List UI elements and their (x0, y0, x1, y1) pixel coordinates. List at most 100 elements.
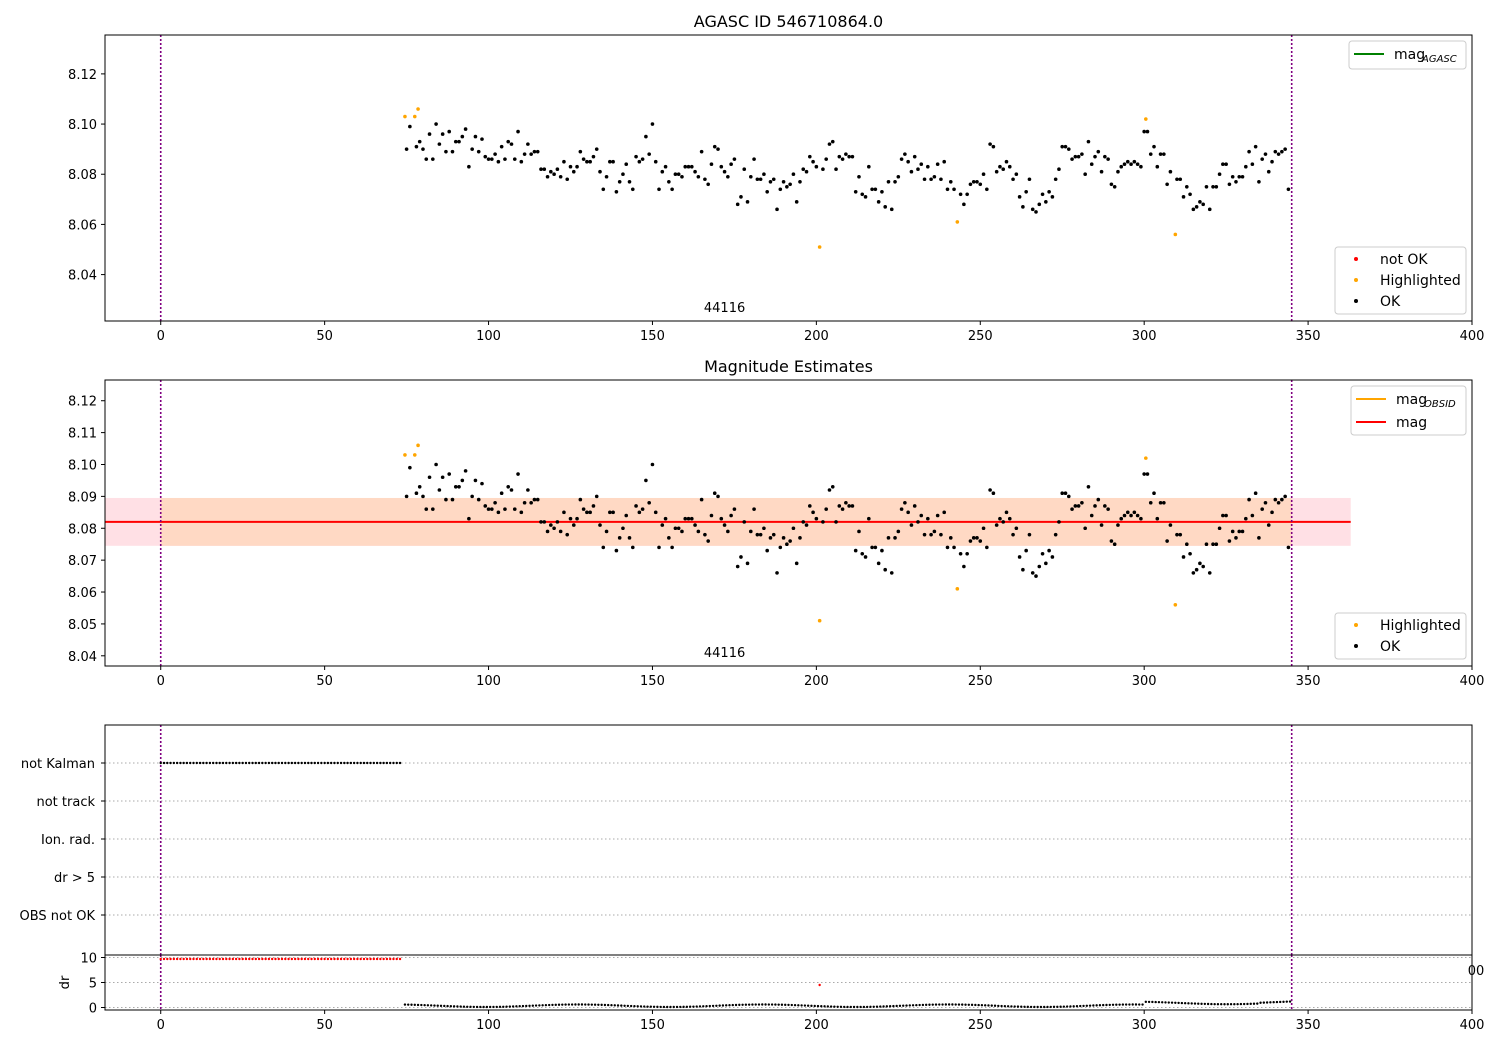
dr-not-ok-point (175, 957, 179, 961)
dr-ok-point (738, 1003, 741, 1007)
dr-ok-point (770, 1003, 774, 1006)
ok-point (1178, 532, 1183, 537)
dr-ok-point (882, 1005, 885, 1008)
agasc-magnitude-panel: AGASC ID 546710864.0 44116 0 50 100 150 200 250… (68, 12, 1484, 344)
ok-point (952, 545, 956, 550)
ok-point (1066, 147, 1071, 151)
dr-ok-point (1105, 1003, 1108, 1007)
legend-label-mag: mag (1396, 392, 1427, 408)
ok-point (503, 157, 507, 161)
dr-ok-point (570, 1003, 574, 1006)
ok-point (706, 539, 710, 543)
not-kalman-point (316, 761, 320, 765)
dr-not-ok-point (398, 957, 402, 961)
ok-point (588, 159, 592, 164)
ok-point (732, 507, 737, 511)
ok-point (1184, 542, 1189, 547)
ok-point (709, 513, 714, 518)
dr-ok-point (403, 1003, 407, 1006)
dr-not-ok-point (192, 957, 195, 961)
not-kalman-point (228, 761, 231, 765)
not-kalman-point (320, 761, 323, 765)
dr-ok-point (1190, 1002, 1193, 1005)
ok-point (1109, 182, 1114, 187)
dr-ok-point (554, 1003, 557, 1007)
ok-point (431, 157, 435, 161)
ok-point (575, 164, 579, 169)
ok-point (667, 179, 671, 184)
y-tick-label: 8.10 (68, 118, 97, 133)
dr-ok-point (725, 1004, 728, 1007)
ok-point (1230, 529, 1235, 534)
dr-ok-point (784, 1003, 787, 1007)
ok-point (821, 167, 825, 172)
ok-point (545, 174, 550, 179)
ok-point (1270, 510, 1274, 515)
dr-ok-point (449, 1005, 453, 1008)
ok-point (889, 571, 894, 575)
ok-point (991, 144, 996, 149)
not-kalman-point (172, 761, 176, 765)
ok-point (798, 179, 802, 184)
dr-not-ok-point (185, 957, 189, 961)
not-kalman-point (267, 761, 271, 765)
ok-point (1073, 154, 1078, 159)
dr-ok-point (1020, 1005, 1023, 1008)
dr-ok-point (547, 1003, 551, 1007)
ok-point (1119, 164, 1124, 169)
ok-point (830, 139, 835, 144)
ok-point (742, 167, 747, 172)
dr-ok-point (816, 1004, 820, 1008)
ok-point (1001, 167, 1006, 172)
not-kalman-point (349, 761, 353, 765)
ok-point (1152, 491, 1156, 495)
obsid-label: 44116 (704, 646, 745, 661)
x-tick-label: 350 (1296, 329, 1321, 344)
dr-not-ok-point (375, 957, 379, 961)
legend-top-box (1348, 40, 1467, 70)
ok-point (929, 532, 933, 537)
ok-point (876, 561, 881, 566)
ok-point (844, 152, 848, 156)
dr-ok-point (623, 1004, 626, 1007)
dr-ok-point (797, 1004, 800, 1007)
dr-ok-point (1062, 1005, 1066, 1008)
ok-point (788, 539, 792, 543)
ok-point (1266, 169, 1271, 174)
ok-point (886, 536, 891, 540)
dr-ok-point (1092, 1004, 1095, 1007)
not-kalman-point (379, 761, 382, 765)
ok-point (1145, 129, 1150, 134)
ok-point (1201, 202, 1205, 207)
dr-ok-point (1265, 1001, 1269, 1004)
ok-point (417, 485, 422, 489)
ok-point (1093, 504, 1097, 508)
ok-point (640, 507, 645, 511)
dr-ok-point (446, 1004, 449, 1008)
x-tick-label: 250 (968, 329, 993, 344)
dr-ok-point (1046, 1005, 1049, 1009)
ok-point (1152, 144, 1156, 149)
dr-ok-point (482, 1005, 485, 1009)
dr-ok-point (862, 1005, 866, 1009)
ok-point (1234, 179, 1238, 184)
not-kalman-point (221, 761, 225, 765)
dr-ok-point (902, 1004, 905, 1007)
ok-point (1014, 172, 1019, 177)
ok-point (1148, 500, 1153, 505)
not-kalman-point (333, 761, 336, 765)
ok-point (506, 139, 511, 144)
ok-point (840, 157, 845, 161)
dr-not-ok-point (385, 957, 389, 961)
dr-ok-point (1157, 1000, 1161, 1004)
ok-point (650, 122, 655, 126)
ok-point (470, 494, 474, 499)
dr-ok-point (698, 1005, 702, 1008)
ok-point (739, 555, 743, 559)
not-kalman-point (280, 761, 284, 765)
dr-ok-point (495, 1005, 498, 1009)
legend-label: OK (1380, 639, 1401, 655)
dr-not-ok-point (287, 957, 290, 961)
dr-ok-point (410, 1003, 413, 1006)
dr-ok-point (610, 1004, 613, 1007)
